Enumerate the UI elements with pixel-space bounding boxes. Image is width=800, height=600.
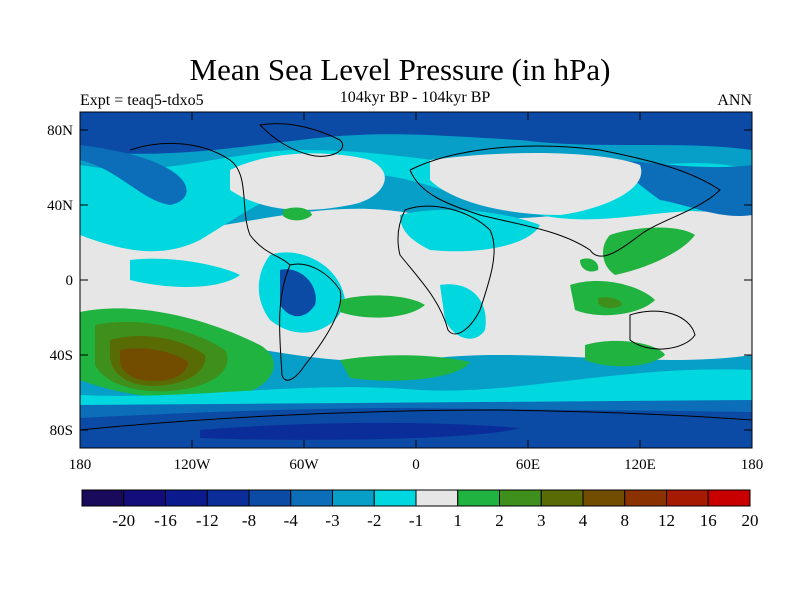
lat-tick-label: 0 (66, 273, 74, 289)
colorbar-swatch (707, 489, 751, 507)
coastlines (80, 123, 752, 431)
antarctica-coast (80, 409, 752, 431)
south-atlantic-green (340, 355, 470, 381)
colorbar-swatch (415, 489, 459, 507)
colorbar-label: 2 (495, 511, 504, 530)
colorbar-swatch (540, 489, 584, 507)
lat-tick-label: 40S (50, 348, 73, 364)
colorbar-label: -2 (367, 511, 381, 530)
south-pacific-high-brown (120, 348, 188, 382)
eurasia-neutral (430, 153, 642, 215)
bay-green (580, 258, 599, 272)
longitude-axis: 180 120W 60W 0 60E 120E 180 (69, 112, 764, 473)
lat-tick-label: 80N (47, 123, 73, 139)
east-pacific-cyan (130, 258, 240, 287)
colorbar-label: 4 (579, 511, 588, 530)
australia-coast (629, 310, 696, 350)
maritime-darkgreen (598, 297, 622, 309)
colorbar-label: 8 (621, 511, 630, 530)
colorbar-label: -16 (154, 511, 177, 530)
arctic-blue-zone (80, 112, 752, 154)
north-pacific-east-blue (620, 160, 752, 217)
colorbar-label: 12 (658, 511, 675, 530)
tropical-atlantic-green (340, 295, 425, 318)
colorbar-swatch (499, 489, 542, 507)
colorbar-swatch (248, 489, 292, 507)
amazon-blue (280, 269, 316, 317)
colorbar-swatch (666, 489, 709, 507)
lat-tick-label: 40N (47, 198, 73, 214)
colorbar-swatch (332, 489, 375, 507)
colorbar-swatch (81, 489, 125, 507)
colorbar-label: 20 (742, 511, 759, 530)
eurasia-coast (409, 145, 721, 257)
lon-tick-label: 60W (289, 457, 319, 473)
atlantic-neutral (230, 153, 385, 210)
colorbar-swatch (624, 489, 667, 507)
colorbar-label: 3 (537, 511, 546, 530)
colorbar-swatch (165, 489, 208, 507)
colorbar-swatch (206, 489, 250, 507)
colorbar: -20 -16 -12 -8 -4 -3 -2 -1 1 2 3 4 8 12 16 20 (81, 489, 759, 530)
colorbar-label: 16 (700, 511, 717, 530)
lon-tick-label: 0 (412, 457, 420, 473)
colorbar-swatch (290, 489, 333, 507)
lat-tick-label: 80S (50, 423, 73, 439)
north-america-coast (129, 143, 291, 266)
lon-tick-label: 120E (624, 457, 656, 473)
season-label: ANN (717, 92, 752, 109)
colorbar-swatch (582, 489, 626, 507)
north-africa-cyan (400, 209, 540, 252)
colorbar-swatch (373, 489, 417, 507)
colorbar-swatch (457, 489, 500, 507)
north-atlantic-green (283, 207, 312, 221)
pressure-field (80, 112, 752, 448)
lon-tick-label: 120W (174, 457, 212, 473)
west-pacific-green (603, 227, 695, 275)
colorbar-label: -12 (196, 511, 219, 530)
colorbar-label: -3 (325, 511, 339, 530)
lon-tick-label: 180 (741, 457, 764, 473)
lon-tick-label: 180 (69, 457, 92, 473)
colorbar-label: 1 (454, 511, 463, 530)
lon-tick-label: 60E (516, 457, 540, 473)
north-pacific-blue (80, 145, 187, 205)
experiment-label: Expt = teaq5-tdxo5 (80, 92, 204, 109)
africa-coast (397, 205, 495, 335)
antarctic-deep-blue (200, 422, 520, 440)
south-africa-cyan (440, 284, 486, 339)
southern-ocean-cyan (80, 369, 752, 411)
latitude-axis: 80N 40N 0 40S 80S (47, 123, 752, 439)
colorbar-label: -1 (409, 511, 423, 530)
map-subtitle: 104kyr BP - 104kyr BP (339, 89, 491, 106)
colorbar-label: -20 (112, 511, 135, 530)
neutral-band (80, 208, 752, 362)
map-title: Mean Sea Level Pressure (in hPa) (189, 52, 611, 87)
colorbar-label: -4 (284, 511, 299, 530)
colorbar-label: -8 (242, 511, 256, 530)
greenland-coast (258, 123, 343, 157)
colorbar-swatch (123, 489, 166, 507)
south-america-coast (279, 263, 342, 381)
